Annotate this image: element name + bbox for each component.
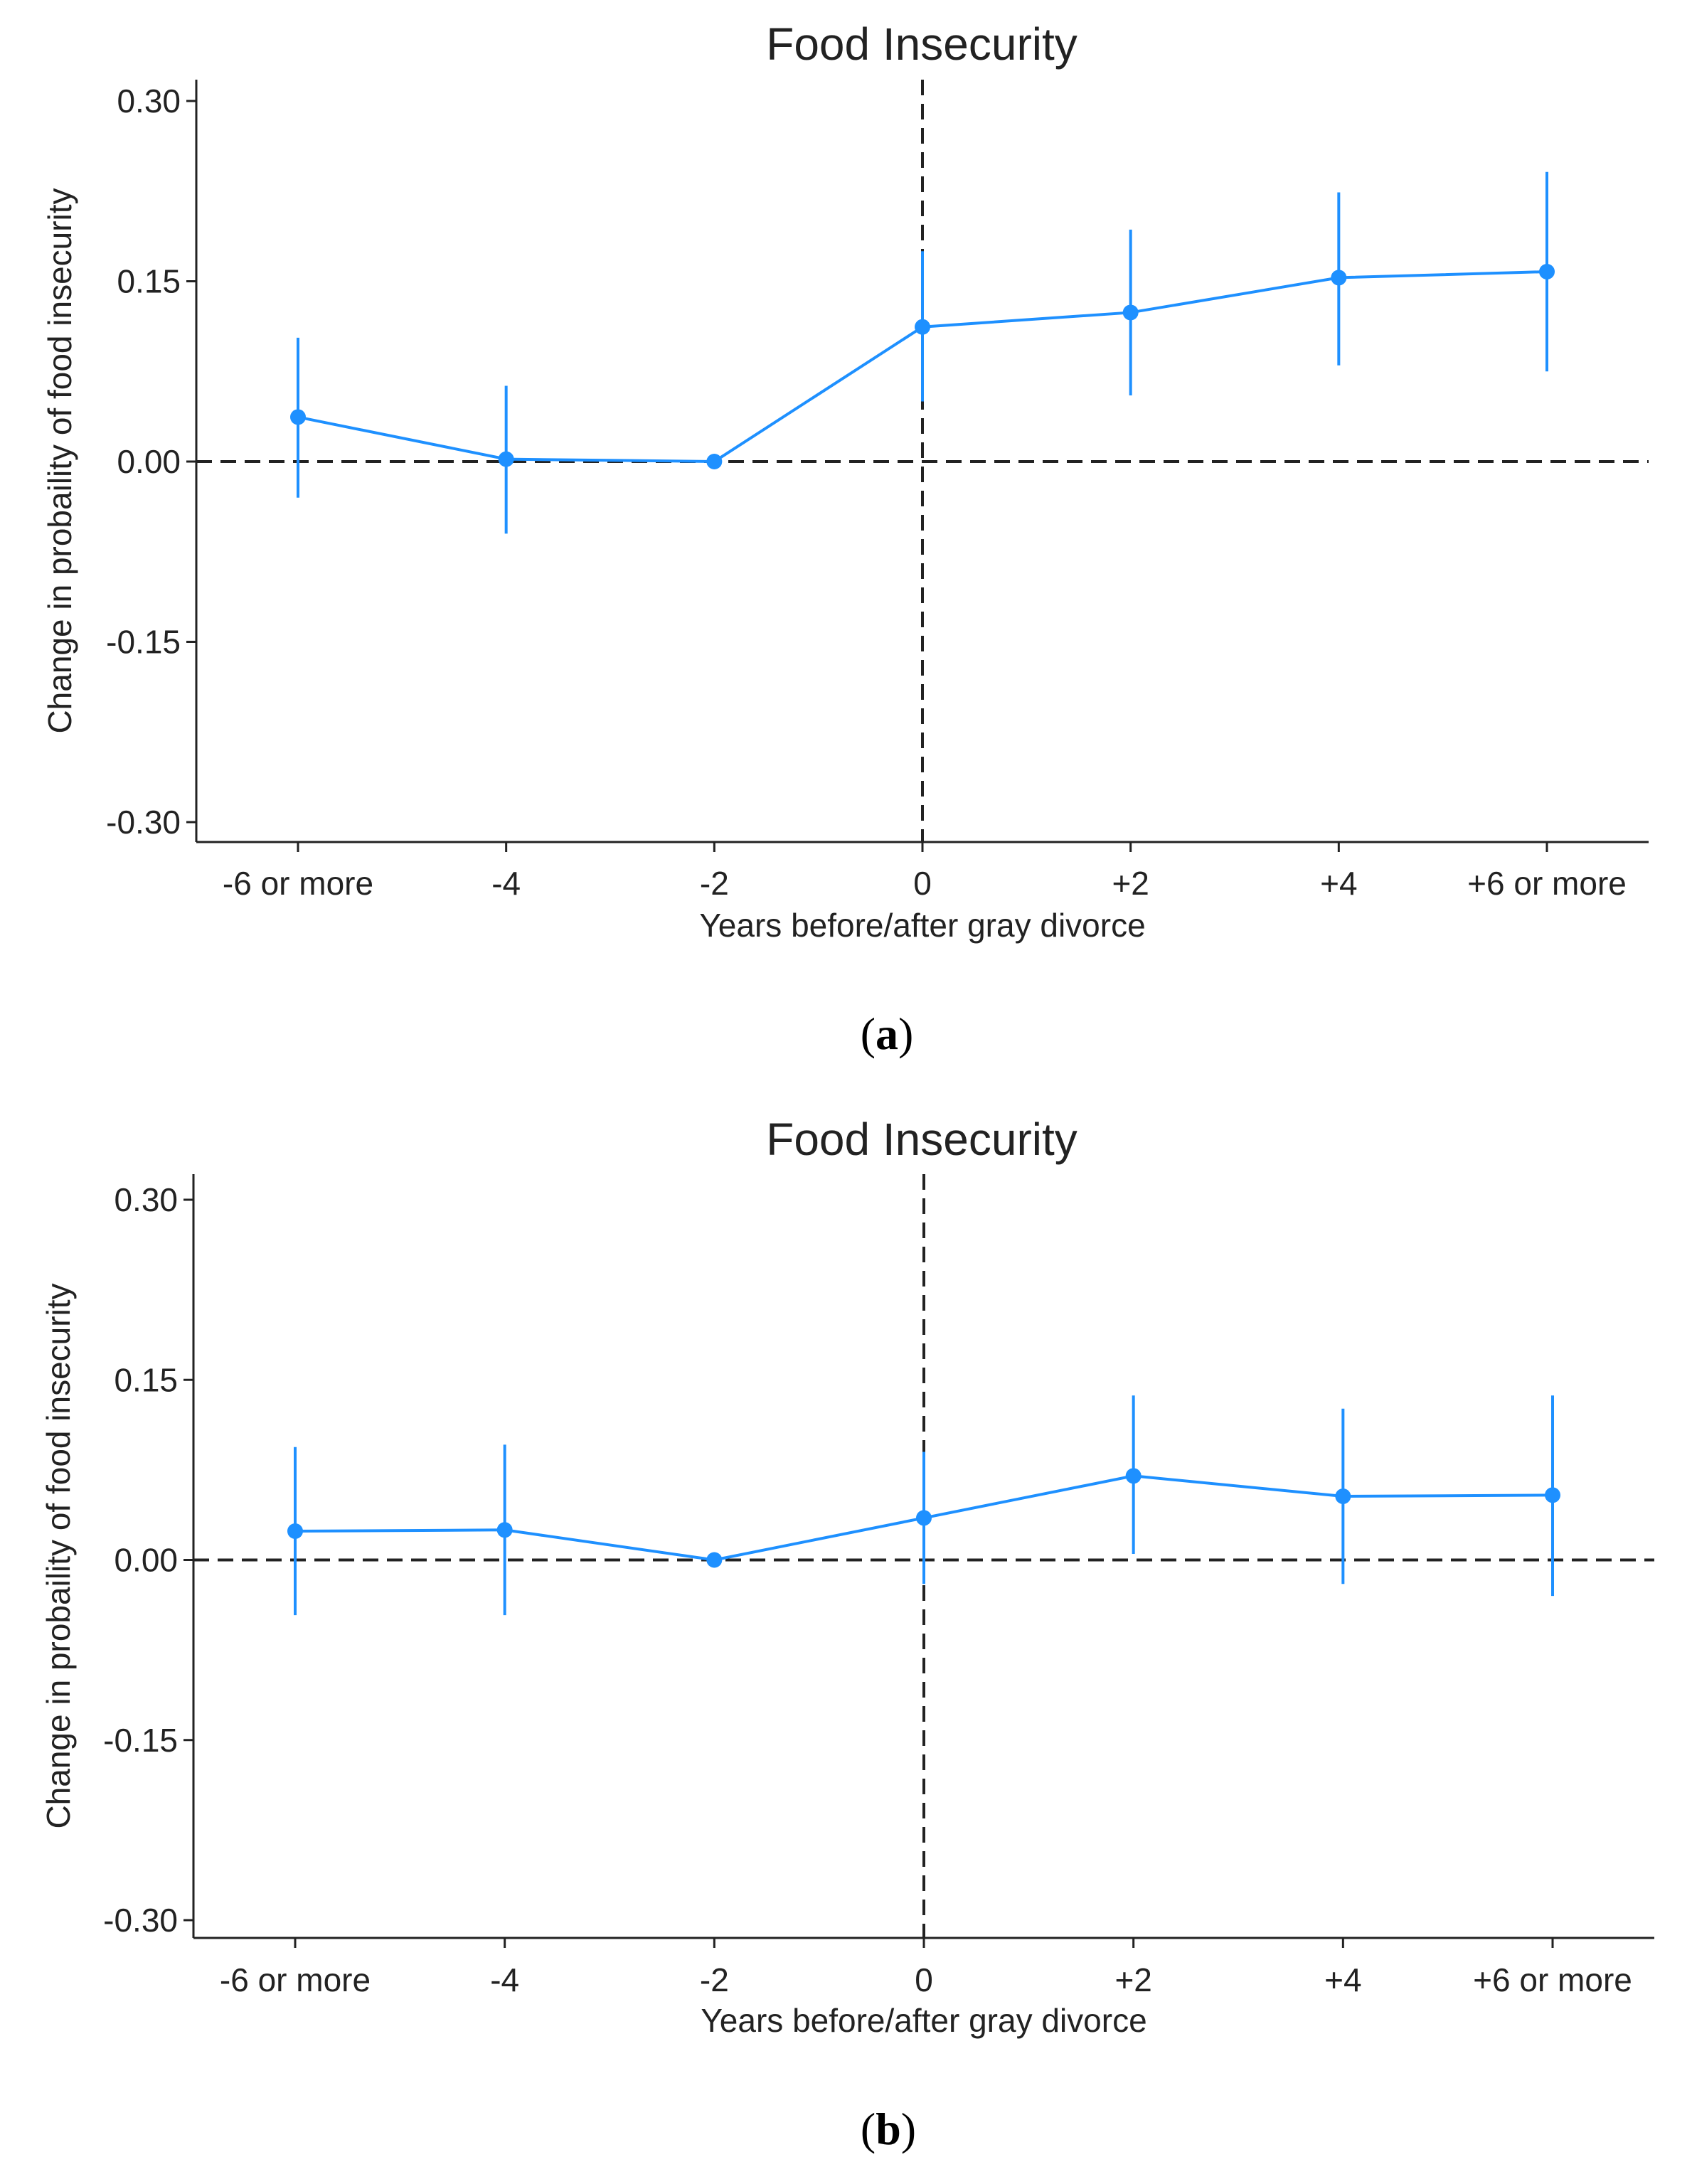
x-tick-label: 0	[913, 865, 932, 902]
y-tick-label: 0.30	[117, 82, 181, 119]
chart-panel-a: Food Insecurity 0.30 0.15 0.00 -0.15 -0.30 -6 …	[41, 18, 1649, 1059]
data-point	[1122, 304, 1139, 321]
y-tick-label: -0.30	[106, 804, 181, 841]
panel-label-open: (	[861, 1008, 876, 1059]
chart-title: Food Insecurity	[766, 1114, 1078, 1165]
x-axis-label: Years before/after gray divorce	[699, 907, 1145, 944]
data-point	[287, 1523, 303, 1539]
x-tick-label: +2	[1114, 1961, 1151, 1998]
y-axis-label: Change in probaility of food insecurity	[40, 1283, 77, 1828]
x-axis-label: Years before/after gray divorce	[701, 2002, 1146, 2039]
x-tick-label: -4	[491, 865, 521, 902]
y-tick-label: 0.00	[114, 1542, 178, 1579]
x-tick-label: -6 or more	[223, 865, 373, 902]
data-point	[1335, 1488, 1351, 1505]
x-tick-label: +6 or more	[1467, 865, 1627, 902]
data-point	[916, 1510, 932, 1526]
x-tick-label: +6 or more	[1473, 1961, 1632, 1998]
y-tick-label: 0.15	[114, 1361, 178, 1398]
y-tick-label: -0.15	[103, 1722, 178, 1759]
data-point	[915, 319, 930, 335]
y-tick-label: -0.15	[106, 624, 181, 661]
data-point	[1331, 270, 1347, 286]
x-tick-label: -2	[700, 1961, 729, 1998]
data-point	[1125, 1468, 1142, 1484]
data-point	[1545, 1487, 1560, 1503]
x-tick-label: +4	[1324, 1961, 1361, 1998]
panel-label-letter: a	[876, 1008, 898, 1059]
data-point	[706, 1552, 723, 1568]
data-point	[496, 1522, 513, 1538]
y-axis-label: Change in probaility of food insecurity	[41, 188, 78, 733]
panel-label-close: )	[898, 1008, 913, 1059]
x-tick-label: 0	[915, 1961, 933, 1998]
x-tick-label: -4	[490, 1961, 519, 1998]
panel-label: (a)	[861, 1008, 914, 1059]
data-point	[498, 451, 514, 467]
chart-title: Food Insecurity	[766, 18, 1078, 70]
y-tick-label: 0.30	[114, 1181, 178, 1218]
chart-panel-b: Food Insecurity 0.30 0.15 0.00 -0.15 -0.30 -6 …	[40, 1114, 1654, 2154]
x-tick-label: -2	[700, 865, 729, 902]
panel-label-open: (	[861, 2104, 876, 2154]
x-tick-label: -6 or more	[220, 1961, 371, 1998]
data-point	[290, 409, 306, 425]
x-tick-label: +4	[1320, 865, 1357, 902]
panel-label-close: )	[901, 2104, 916, 2154]
data-point	[706, 454, 723, 469]
y-tick-label: 0.15	[117, 263, 181, 300]
panel-label-letter: b	[876, 2104, 901, 2154]
y-tick-label: 0.00	[117, 443, 181, 480]
x-tick-label: +2	[1112, 865, 1149, 902]
data-point	[1539, 263, 1555, 279]
y-tick-label: -0.30	[103, 1902, 178, 1939]
panel-label: (b)	[861, 2104, 916, 2154]
